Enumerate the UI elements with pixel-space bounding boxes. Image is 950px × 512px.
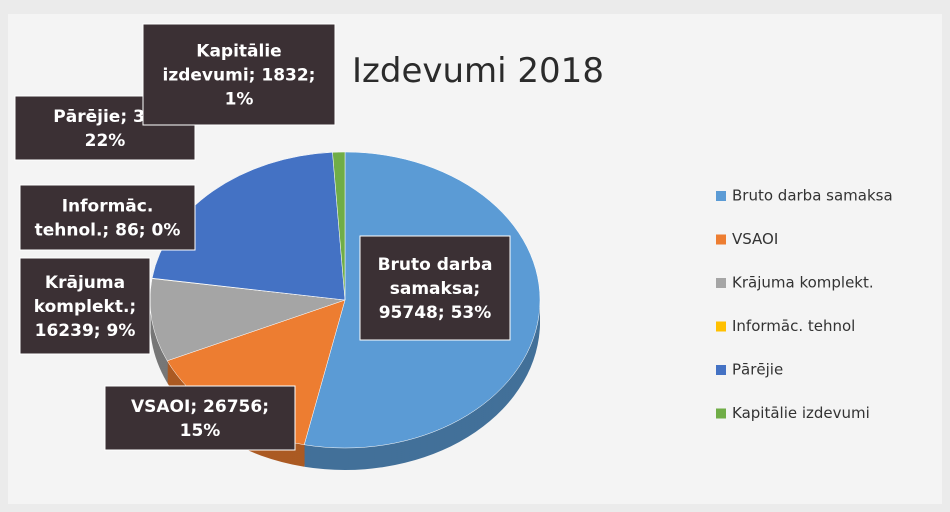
data-label: Krājuma — [45, 273, 125, 293]
slice — [151, 152, 346, 301]
data-label-box — [19, 257, 151, 355]
data-label-box — [142, 23, 336, 126]
legend-swatch — [716, 234, 726, 245]
data-label: Pārējie; 38 — [53, 107, 156, 127]
legend-label: Bruto darba samaksa — [732, 187, 893, 205]
data-label: 22% — [85, 131, 126, 151]
data-label-box — [19, 184, 196, 251]
data-label-box — [359, 235, 511, 341]
legend-swatch — [716, 365, 726, 375]
legend-label: VSAOI — [732, 230, 778, 248]
slice — [332, 151, 346, 301]
legend-label: Kapitālie izdevumi — [732, 404, 870, 422]
legend-swatch — [716, 278, 726, 288]
legend-swatch — [716, 408, 726, 419]
data-label: 95748; 53% — [379, 303, 492, 323]
data-label: tehnol.; 86; 0% — [35, 221, 181, 241]
slice — [149, 278, 346, 362]
chart-title: Izdevumi 2018 — [352, 51, 604, 91]
data-label: Bruto darba — [378, 255, 493, 275]
data-label: 16239; 9% — [35, 321, 136, 341]
data-label: 15% — [180, 421, 221, 441]
data-label-box — [104, 385, 296, 451]
data-label: komplekt.; — [34, 297, 136, 317]
legend-swatch — [716, 191, 726, 201]
data-label: VSAOI; 26756; — [131, 397, 269, 417]
data-label: samaksa; — [390, 279, 480, 299]
legend-label: Pārējie — [732, 361, 783, 379]
data-label: 1% — [225, 90, 254, 110]
data-label: izdevumi; 1832; — [163, 66, 316, 86]
legend-label: Krājuma komplekt. — [732, 274, 874, 292]
data-label: Kapitālie — [196, 42, 281, 62]
data-label: Informāc. — [62, 197, 154, 217]
legend-swatch — [716, 321, 726, 332]
legend-label: Informāc. tehnol — [732, 317, 855, 335]
